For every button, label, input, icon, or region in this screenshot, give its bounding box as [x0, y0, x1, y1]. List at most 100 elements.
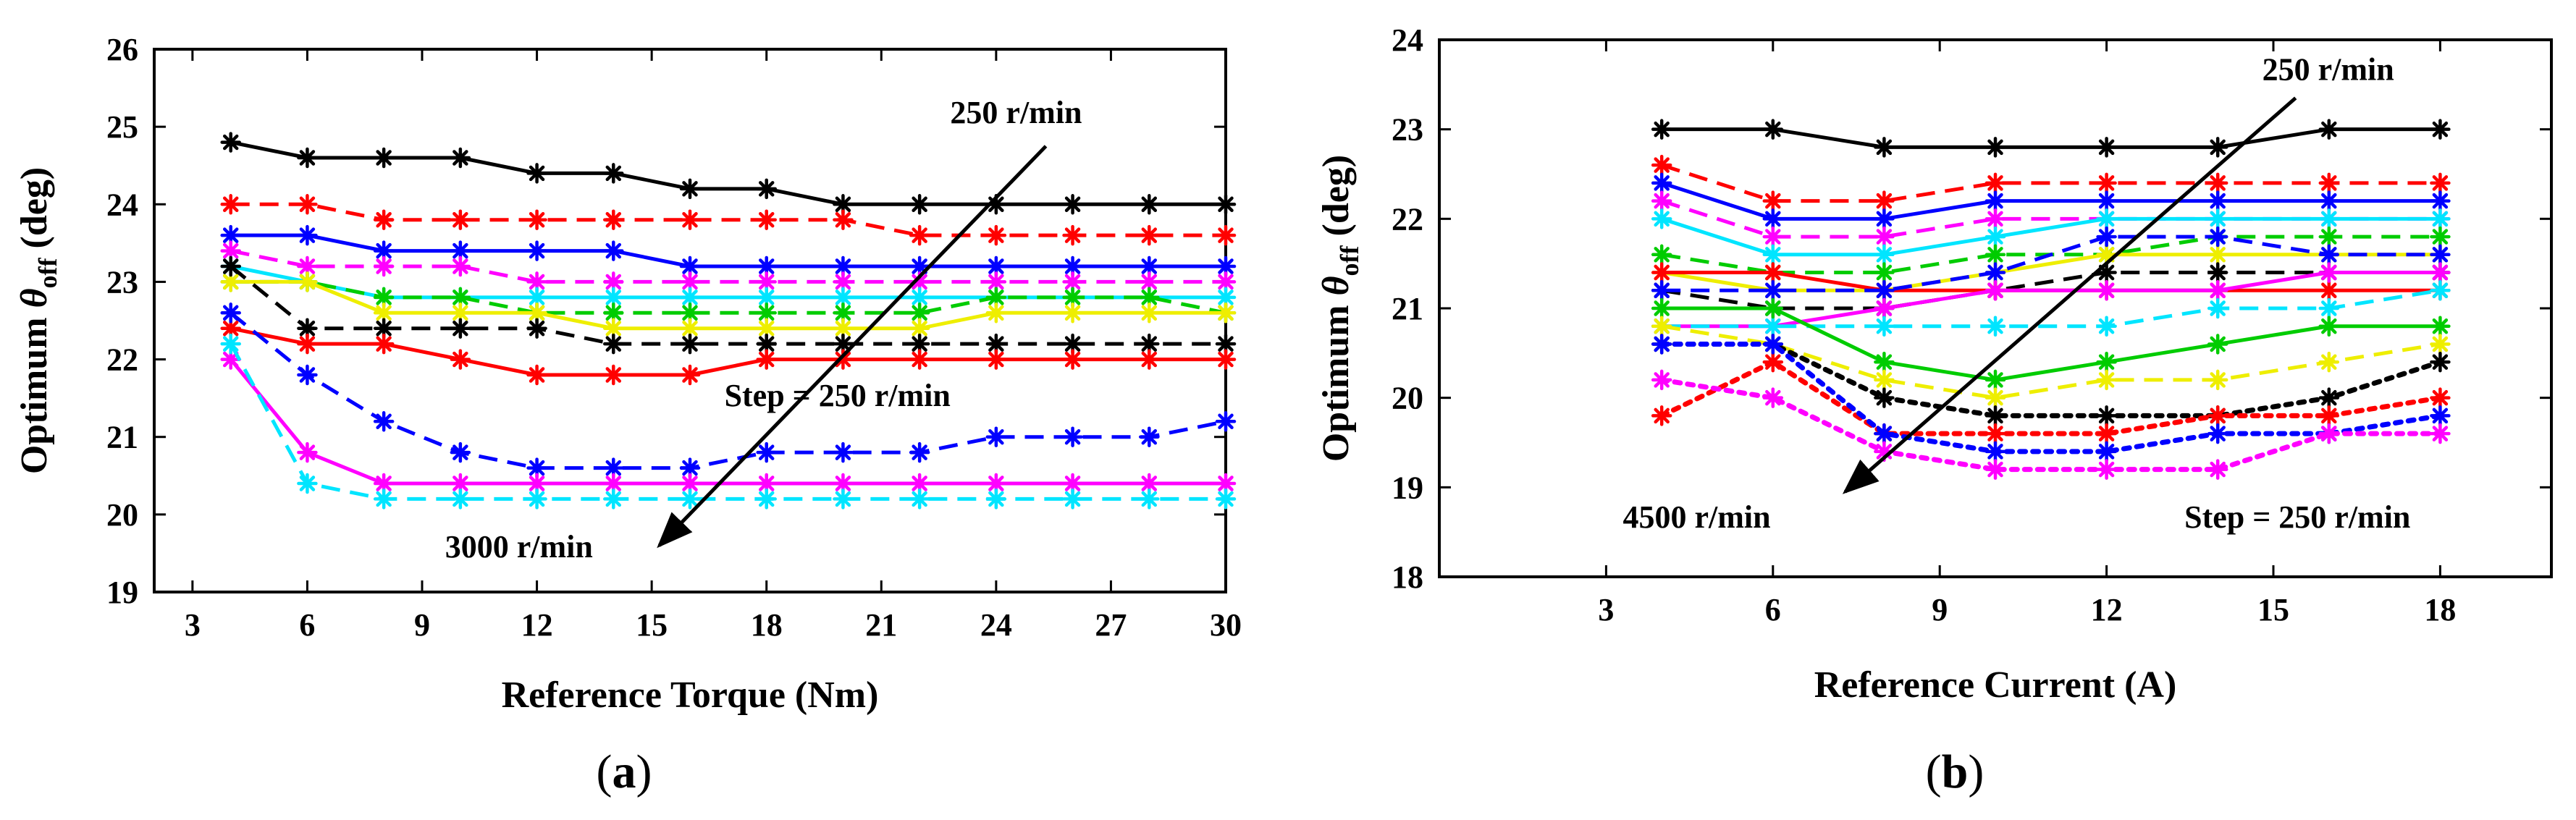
y-tick-label: 25 — [106, 109, 138, 145]
series-line — [1662, 127, 2441, 149]
data-point-stroke — [1654, 336, 1670, 352]
data-point-stroke — [1064, 289, 1081, 305]
data-point — [1215, 303, 1237, 324]
data-point-stroke — [2432, 264, 2449, 281]
data-point-stroke — [299, 274, 316, 290]
data-point — [985, 333, 1007, 355]
y-tick-label: 19 — [106, 575, 138, 610]
data-point-stroke — [2432, 407, 2449, 424]
data-point-stroke — [2432, 336, 2449, 352]
a-y-axis-label: Optimum θoff (deg) — [14, 167, 62, 474]
data-point-stroke — [2210, 372, 2226, 388]
data-point-stroke — [2321, 247, 2337, 263]
data-point — [2096, 459, 2117, 480]
data-point-stroke — [1765, 264, 1781, 281]
data-point — [2207, 262, 2228, 283]
data-point-stroke — [1141, 336, 1158, 352]
data-point-stroke — [2210, 229, 2226, 245]
data-point — [297, 441, 318, 463]
x-tick-label: 3 — [1598, 592, 1614, 627]
data-point-stroke — [2210, 461, 2226, 478]
data-point — [2430, 387, 2451, 408]
data-point — [603, 364, 624, 386]
data-point-stroke — [2432, 354, 2449, 370]
data-point-stroke — [682, 367, 698, 383]
data-point — [1139, 333, 1160, 355]
series-line — [1661, 181, 2441, 221]
data-point-stroke — [2321, 193, 2337, 209]
data-point-stroke — [376, 491, 392, 507]
data-point — [1984, 459, 2006, 480]
series-2500-r-min — [1651, 226, 2451, 301]
data-point-stroke — [222, 320, 239, 337]
data-point-stroke — [1654, 247, 1670, 263]
series-line — [229, 358, 1226, 486]
data-point — [297, 147, 318, 169]
x-tick-label: 6 — [299, 607, 315, 643]
data-point — [985, 224, 1007, 246]
data-point-stroke — [1654, 193, 1670, 209]
data-point-stroke — [1654, 157, 1670, 173]
data-point — [1062, 303, 1083, 324]
x-tick-label: 3 — [185, 607, 201, 643]
data-point-stroke — [2432, 211, 2449, 227]
data-point — [679, 209, 701, 230]
data-point-stroke — [299, 475, 316, 491]
y-tick-label: 22 — [1392, 201, 1423, 237]
data-point — [2207, 244, 2228, 266]
x-tick-label: 18 — [2424, 592, 2456, 627]
data-point-stroke — [605, 367, 622, 383]
data-point-stroke — [1218, 351, 1234, 368]
b-y-axis: 18 19 20 21 22 23 24 — [1392, 22, 2551, 595]
data-point — [2318, 262, 2340, 283]
data-point — [1874, 280, 1895, 301]
data-point-stroke — [2098, 229, 2115, 245]
data-point — [833, 489, 854, 510]
data-point — [373, 147, 395, 169]
data-point-stroke — [912, 227, 927, 243]
data-point — [985, 473, 1007, 494]
data-point — [2207, 172, 2228, 194]
data-point-stroke — [453, 444, 468, 460]
data-point-stroke — [2432, 121, 2449, 138]
data-point-stroke — [2321, 407, 2337, 424]
data-point — [2430, 351, 2451, 373]
data-point — [450, 255, 471, 277]
data-point-stroke — [453, 320, 468, 337]
data-point — [450, 349, 471, 370]
series-line — [1661, 216, 2441, 257]
series-line — [230, 264, 1226, 300]
series-500-r-min — [1651, 154, 2451, 211]
data-point-stroke — [682, 491, 698, 507]
y-tick-label: 22 — [106, 342, 138, 378]
data-point-stroke — [605, 336, 622, 352]
series-line — [1662, 271, 2441, 329]
b-annotation-top: 250 r/min — [2263, 52, 2394, 88]
data-point-stroke — [758, 336, 775, 352]
series-line — [1659, 359, 2443, 436]
data-point — [297, 364, 318, 386]
data-point — [2318, 119, 2340, 140]
series-250-r-min — [1651, 119, 2451, 158]
data-point-stroke — [835, 444, 851, 460]
data-point — [1984, 369, 2006, 391]
data-point-stroke — [835, 196, 851, 213]
b-annotation-arrow — [1842, 96, 2297, 494]
data-point-stroke — [529, 242, 545, 259]
data-point — [2096, 280, 2117, 301]
data-point-stroke — [988, 336, 1004, 352]
y-tick-label: 23 — [1392, 112, 1423, 148]
data-point — [297, 194, 318, 215]
data-point — [1139, 303, 1160, 324]
data-point-stroke — [1876, 318, 1893, 334]
data-point — [679, 489, 701, 510]
data-point — [1984, 441, 2006, 462]
data-point-stroke — [682, 320, 698, 337]
data-point-stroke — [988, 196, 1004, 213]
data-point-stroke — [988, 475, 1004, 491]
data-point — [679, 318, 701, 339]
data-point-stroke — [912, 491, 927, 507]
data-point-stroke — [1141, 475, 1158, 491]
x-tick-label: 30 — [1210, 607, 1242, 643]
data-point-stroke — [1765, 336, 1781, 352]
